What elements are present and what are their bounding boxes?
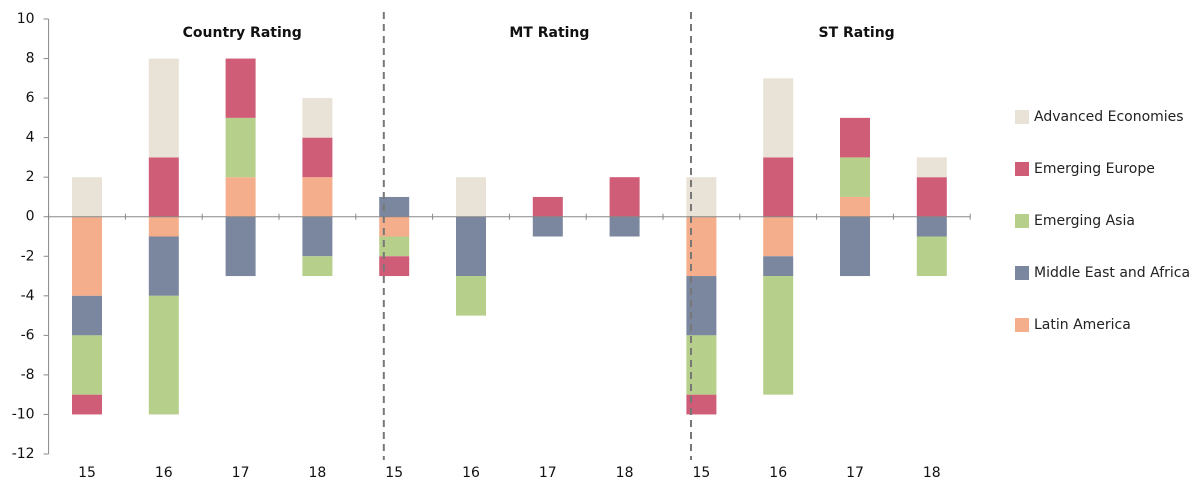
- group-label: Country Rating: [183, 25, 302, 41]
- bar-segment: [532, 216, 563, 237]
- bar-segment: [916, 236, 947, 277]
- x-tick-label: 18: [308, 465, 326, 481]
- legend-swatch: [1015, 110, 1029, 124]
- x-tick-label: 17: [846, 465, 864, 481]
- bar-segment: [302, 256, 333, 277]
- bar-segment: [379, 216, 410, 237]
- bar-segment: [302, 177, 333, 217]
- y-tick-label: -10: [12, 406, 35, 422]
- x-tick-label: 18: [616, 465, 634, 481]
- bar-segment: [763, 256, 794, 277]
- bar-segment: [916, 216, 947, 237]
- x-tick-label: 15: [385, 465, 403, 481]
- bar-segment: [686, 394, 717, 415]
- bar-segment: [225, 58, 256, 118]
- legend-label: Latin America: [1034, 317, 1131, 333]
- bar-segment: [72, 335, 102, 395]
- bar-segment: [532, 196, 563, 217]
- legend-swatch: [1015, 162, 1029, 176]
- bar-segment: [225, 117, 256, 178]
- bar-segment: [225, 177, 256, 217]
- x-tick-label: 17: [232, 465, 250, 481]
- bar-segment: [148, 295, 179, 415]
- legend-swatch: [1015, 214, 1029, 228]
- y-tick-label: 4: [26, 130, 35, 146]
- bar-segment: [72, 394, 102, 415]
- y-tick-label: 2: [26, 169, 35, 185]
- bar-segment: [72, 295, 102, 336]
- bar-segment: [148, 58, 179, 158]
- y-tick-label: -8: [21, 367, 35, 383]
- y-tick-label: 0: [26, 209, 35, 225]
- legend-label: Advanced Economies: [1034, 109, 1184, 125]
- x-tick-label: 16: [462, 465, 480, 481]
- x-tick-label: 16: [155, 465, 173, 481]
- bar-segment: [379, 256, 410, 277]
- bar-segment: [72, 177, 102, 217]
- y-tick-label: 6: [26, 90, 35, 106]
- bar-segment: [456, 276, 486, 316]
- bar-segment: [763, 216, 794, 257]
- bar-segment: [379, 236, 410, 257]
- bar-segment: [916, 157, 947, 178]
- y-tick-label: -2: [21, 248, 35, 264]
- group-label: ST Rating: [818, 25, 894, 41]
- legend-swatch: [1015, 318, 1029, 332]
- bar-segment: [763, 276, 794, 395]
- bar-segment: [609, 177, 640, 217]
- x-tick-label: 15: [692, 465, 710, 481]
- bar-segment: [302, 98, 333, 138]
- bar-segment: [763, 157, 794, 217]
- bar-segment: [379, 196, 410, 217]
- x-tick-label: 18: [923, 465, 941, 481]
- bar-segment: [72, 216, 102, 296]
- bar-segment: [302, 137, 333, 178]
- bar-segment: [916, 177, 947, 217]
- bar-segment: [148, 216, 179, 237]
- x-tick-label: 16: [769, 465, 787, 481]
- bar-segment: [456, 216, 486, 277]
- bar-segment: [148, 157, 179, 217]
- bar-segment: [456, 177, 486, 217]
- y-tick-label: -6: [21, 327, 35, 343]
- legend-swatch: [1015, 266, 1029, 280]
- bar-segment: [609, 216, 640, 237]
- y-tick-label: -4: [21, 288, 35, 304]
- bar-segment: [840, 196, 870, 217]
- group-label: MT Rating: [509, 25, 589, 41]
- legend-label: Middle East and Africa: [1034, 265, 1190, 281]
- bar-segment: [840, 216, 870, 277]
- bar-segment: [225, 216, 256, 277]
- bar-segment: [302, 216, 333, 257]
- bar-segment: [840, 157, 870, 197]
- y-tick-label: -12: [12, 446, 35, 462]
- x-tick-label: 17: [539, 465, 557, 481]
- x-tick-label: 15: [78, 465, 96, 481]
- bar-segment: [840, 117, 870, 158]
- bar-segment: [148, 236, 179, 296]
- bar-segment: [763, 78, 794, 158]
- y-tick-label: 10: [17, 11, 35, 27]
- legend-label: Emerging Europe: [1034, 161, 1155, 177]
- y-tick-label: 8: [26, 51, 35, 67]
- legend-label: Emerging Asia: [1034, 213, 1135, 229]
